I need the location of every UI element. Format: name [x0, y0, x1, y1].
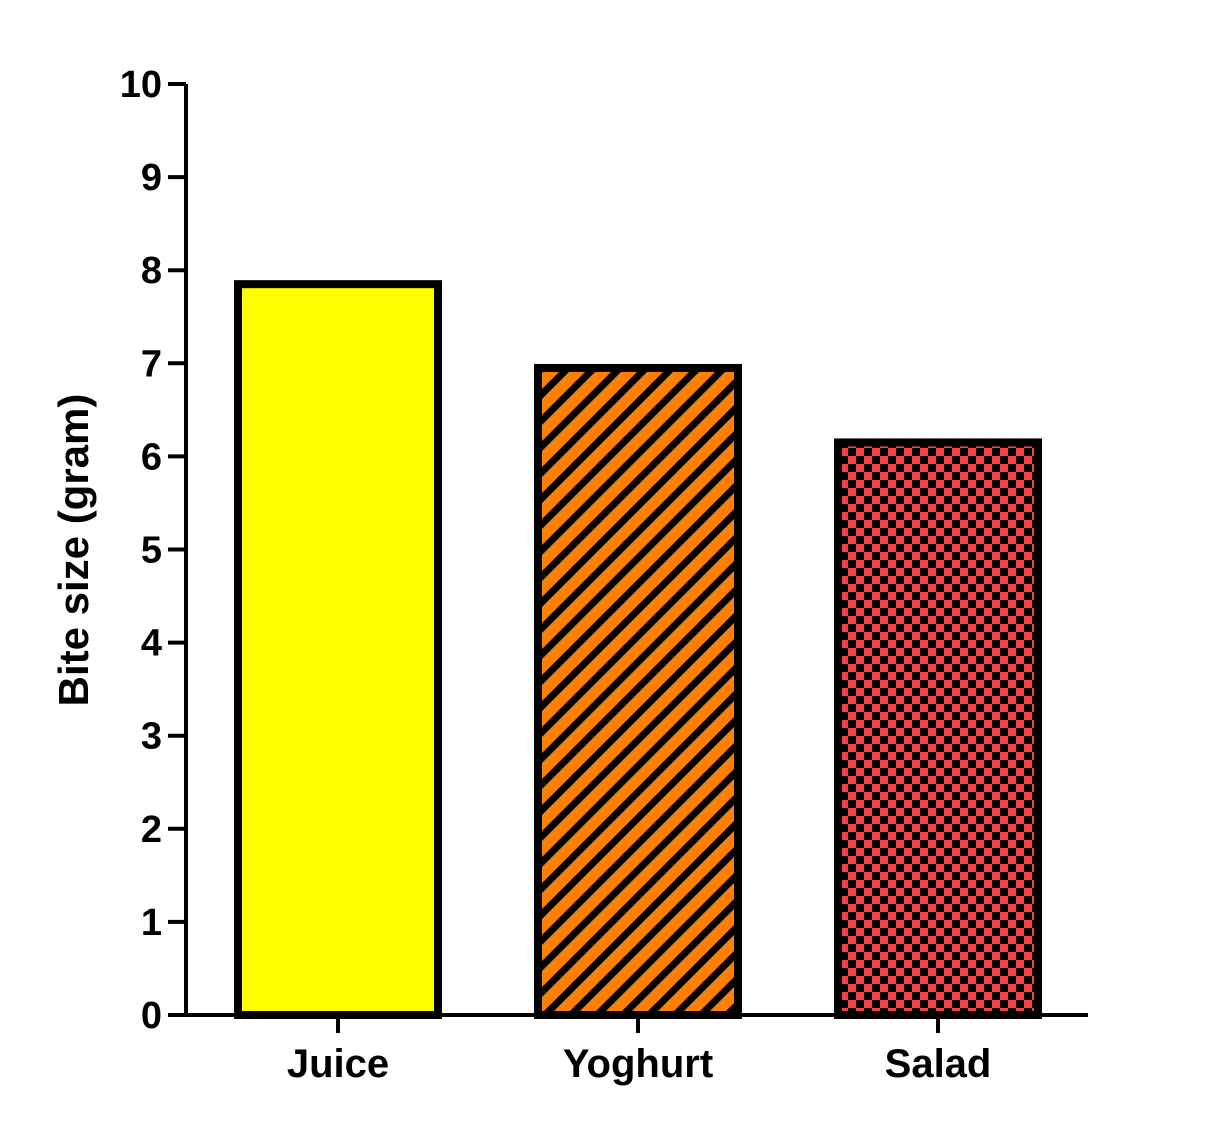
y-tick-label: 7	[141, 343, 162, 385]
x-category-label: Salad	[885, 1042, 992, 1086]
bars-layer	[234, 280, 1042, 1020]
y-tick-label: 5	[141, 530, 162, 572]
y-tick-label: 1	[141, 902, 162, 944]
y-tick-label: 0	[141, 995, 162, 1037]
x-category-label: Yoghurt	[563, 1042, 713, 1086]
bar-juice	[234, 280, 442, 1020]
bar-yoghurt	[534, 363, 742, 1019]
y-tick-label: 8	[141, 250, 162, 292]
y-tick-label: 9	[141, 157, 162, 199]
y-axis-title: Bite size (gram)	[50, 394, 97, 707]
y-tick-label: 2	[141, 809, 162, 851]
y-tick-label: 10	[120, 64, 162, 106]
y-ticks: 0 1 2 3 4 5 6 7 8 9 10	[120, 64, 186, 1037]
y-tick-label: 3	[141, 716, 162, 758]
y-tick-label: 6	[141, 436, 162, 478]
y-tick-label: 4	[141, 623, 162, 665]
x-category-label: Juice	[287, 1042, 389, 1086]
bar-salad	[834, 438, 1042, 1019]
x-ticks: Juice Yoghurt Salad	[287, 1015, 992, 1086]
